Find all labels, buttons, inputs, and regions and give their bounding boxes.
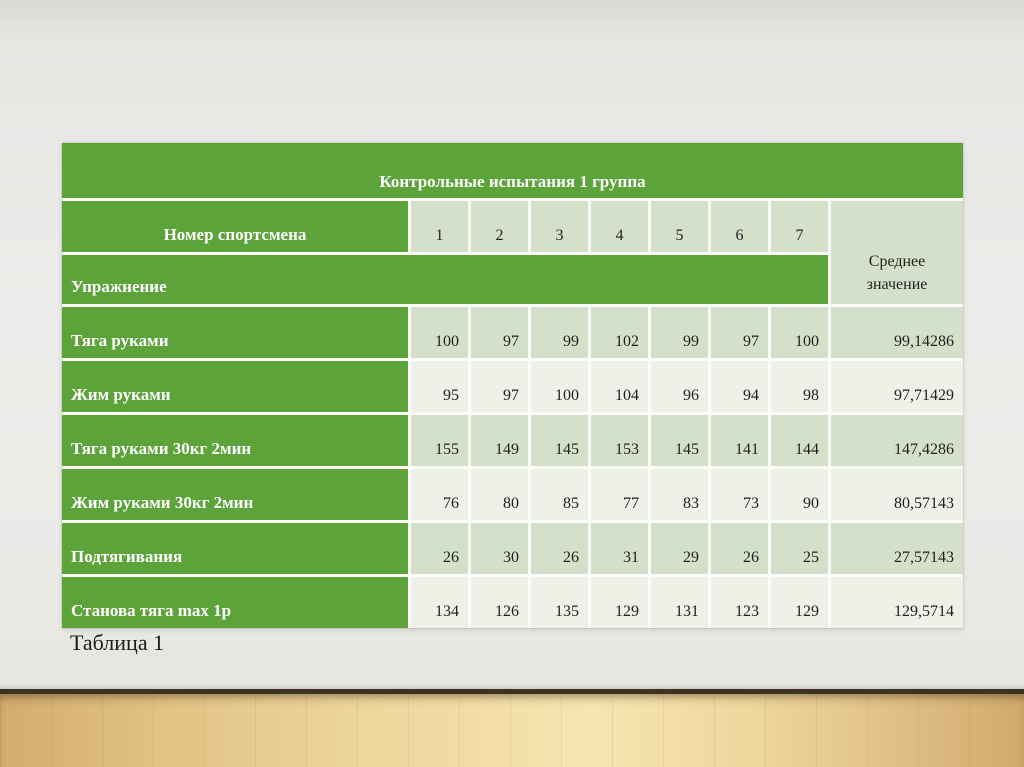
value-cell: 90 <box>771 469 828 520</box>
wooden-floor <box>0 689 1024 767</box>
row-label: Жим руками <box>62 361 408 412</box>
athlete-col-header-7: 7 <box>771 201 828 252</box>
row-label: Станова тяга max 1р <box>62 577 408 628</box>
value-cell: 96 <box>651 361 708 412</box>
value-cell: 131 <box>651 577 708 628</box>
value-cell: 85 <box>531 469 588 520</box>
value-cell: 155 <box>411 415 468 466</box>
table-title: Контрольные испытания 1 группа <box>62 143 963 198</box>
athlete-col-header-3: 3 <box>531 201 588 252</box>
exercise-header: Упражнение <box>62 255 828 304</box>
value-cell: 76 <box>411 469 468 520</box>
value-cell: 134 <box>411 577 468 628</box>
results-table: Контрольные испытания 1 группа Номер спо… <box>62 143 963 628</box>
value-cell: 135 <box>531 577 588 628</box>
average-cell: 97,71429 <box>831 361 963 412</box>
row-label: Тяга руками 30кг 2мин <box>62 415 408 466</box>
value-cell: 77 <box>591 469 648 520</box>
value-cell: 100 <box>411 307 468 358</box>
athlete-col-header-5: 5 <box>651 201 708 252</box>
value-cell: 104 <box>591 361 648 412</box>
value-cell: 97 <box>471 307 528 358</box>
average-value-header: Среднее значение <box>831 201 963 304</box>
value-cell: 99 <box>651 307 708 358</box>
value-cell: 97 <box>711 307 768 358</box>
value-cell: 95 <box>411 361 468 412</box>
average-cell: 147,4286 <box>831 415 963 466</box>
value-cell: 100 <box>771 307 828 358</box>
value-cell: 100 <box>531 361 588 412</box>
athlete-col-header-1: 1 <box>411 201 468 252</box>
average-cell: 27,57143 <box>831 523 963 574</box>
value-cell: 25 <box>771 523 828 574</box>
value-cell: 80 <box>471 469 528 520</box>
value-cell: 26 <box>711 523 768 574</box>
athlete-col-header-4: 4 <box>591 201 648 252</box>
value-cell: 73 <box>711 469 768 520</box>
athlete-col-header-2: 2 <box>471 201 528 252</box>
average-cell: 99,14286 <box>831 307 963 358</box>
row-label: Тяга руками <box>62 307 408 358</box>
value-cell: 141 <box>711 415 768 466</box>
value-cell: 26 <box>531 523 588 574</box>
value-cell: 30 <box>471 523 528 574</box>
value-cell: 126 <box>471 577 528 628</box>
average-cell: 129,5714 <box>831 577 963 628</box>
value-cell: 129 <box>591 577 648 628</box>
table-caption: Таблица 1 <box>70 630 165 655</box>
value-cell: 129 <box>771 577 828 628</box>
value-cell: 26 <box>411 523 468 574</box>
average-cell: 80,57143 <box>831 469 963 520</box>
value-cell: 31 <box>591 523 648 574</box>
value-cell: 83 <box>651 469 708 520</box>
value-cell: 153 <box>591 415 648 466</box>
value-cell: 98 <box>771 361 828 412</box>
row-label: Подтягивания <box>62 523 408 574</box>
value-cell: 29 <box>651 523 708 574</box>
value-cell: 144 <box>771 415 828 466</box>
value-cell: 94 <box>711 361 768 412</box>
athlete-col-header-6: 6 <box>711 201 768 252</box>
value-cell: 97 <box>471 361 528 412</box>
value-cell: 102 <box>591 307 648 358</box>
athlete-number-header: Номер спортсмена <box>62 201 408 252</box>
value-cell: 99 <box>531 307 588 358</box>
row-label: Жим руками 30кг 2мин <box>62 469 408 520</box>
value-cell: 123 <box>711 577 768 628</box>
value-cell: 149 <box>471 415 528 466</box>
value-cell: 145 <box>531 415 588 466</box>
value-cell: 145 <box>651 415 708 466</box>
